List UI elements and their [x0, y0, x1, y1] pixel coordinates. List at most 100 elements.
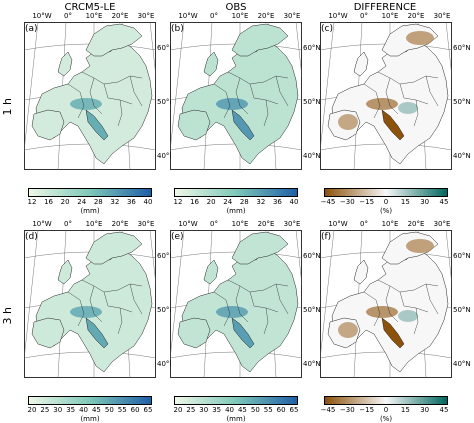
colorbar-tick-label: −45: [320, 406, 336, 414]
meridian-line: [320, 22, 335, 154]
colorbar-tick-label: −15: [359, 198, 375, 206]
colorbar-tick-label: 60: [276, 406, 286, 414]
country-border: [89, 285, 103, 323]
alps-field: [216, 98, 248, 110]
meridian-line: [170, 230, 185, 362]
map-svg: [320, 22, 452, 170]
longitude-label: 20°E: [111, 12, 129, 20]
colorbar-tick-label: 30: [420, 198, 430, 206]
colorbar: [174, 188, 298, 197]
colorbar-tick-label: 32: [110, 198, 120, 206]
colorbar-tick-label: 16: [44, 198, 54, 206]
iberia-land: [31, 109, 65, 141]
longitude-label: 0°: [64, 12, 72, 20]
colorbar-tick-label: 55: [263, 406, 273, 414]
longitude-label: 10°W: [32, 12, 52, 20]
longitude-label: 0°: [360, 220, 368, 228]
country-border: [249, 283, 289, 293]
colorbar-tick-label: 40: [225, 406, 235, 414]
row-label-1h: 1 h: [1, 98, 14, 116]
italy-land: [381, 109, 405, 141]
country-border: [413, 99, 419, 127]
country-border: [275, 75, 289, 107]
country-border: [227, 279, 255, 307]
latitude-label: 60°N: [453, 44, 471, 52]
meridian-line: [170, 22, 185, 154]
latitude-label: 40°N: [303, 360, 321, 368]
britain-land: [353, 51, 369, 77]
colorbar-tick-label: 50: [250, 406, 260, 414]
country-border: [363, 83, 381, 119]
latitude-label: 50°N: [303, 306, 321, 314]
longitude-label: 20°E: [111, 220, 129, 228]
balkan-field: [398, 102, 418, 114]
scandinavia-field: [406, 239, 434, 253]
colorbar-tick-label: 20: [206, 198, 216, 206]
panel-letter: (b): [171, 24, 184, 34]
country-border: [377, 279, 405, 307]
meridian-line: [149, 230, 156, 288]
alps-field: [366, 98, 398, 110]
meridian-line: [320, 230, 335, 362]
latitude-label: 60°N: [303, 44, 321, 52]
alps-field: [70, 98, 102, 110]
column-title-difference: DIFFERENCE: [353, 2, 417, 13]
map-panel-e: (e): [170, 230, 302, 378]
meridian-line: [295, 22, 302, 80]
colorbar-tick-label: 28: [239, 198, 249, 206]
colorbar-tick-label: −45: [320, 198, 336, 206]
country-border: [249, 75, 289, 85]
colorbar-tick-label: 50: [104, 406, 114, 414]
longitude-label: 10°W: [328, 220, 348, 228]
latitude-label: 60°N: [157, 252, 175, 260]
longitude-label: 30°E: [433, 220, 451, 228]
colorbar-unit: (mm): [226, 207, 246, 215]
meridian-line: [445, 22, 452, 80]
latitude-label: 50°N: [157, 98, 175, 106]
country-border: [81, 71, 109, 99]
country-border: [103, 283, 143, 293]
country-border: [89, 77, 103, 115]
britain-land: [353, 259, 369, 285]
meridian-line: [295, 230, 302, 288]
colorbar: [324, 188, 448, 197]
latitude-label: 40°N: [303, 152, 321, 160]
colorbar-tick-label: 30: [420, 406, 430, 414]
country-border: [117, 307, 123, 335]
colorbar-unit: (%): [379, 207, 393, 215]
colorbar-tick-label: −30: [339, 406, 355, 414]
colorbar: [28, 188, 152, 197]
balkan-field: [398, 310, 418, 322]
panel-letter: (d): [25, 232, 38, 242]
latitude-label: 50°N: [453, 306, 471, 314]
colorbar-tick-label: 30: [53, 406, 63, 414]
colorbar-unit: (%): [379, 415, 393, 423]
country-border: [235, 77, 249, 115]
iberia-field: [338, 322, 358, 338]
colorbar-unit: (mm): [80, 207, 100, 215]
country-border: [235, 285, 249, 323]
map-svg: [320, 230, 452, 378]
colorbar-tick-label: 36: [272, 198, 282, 206]
colorbar: [324, 396, 448, 405]
longitude-label: 10°W: [178, 220, 198, 228]
colorbar-tick-label: 60: [130, 406, 140, 414]
longitude-label: 10°E: [85, 12, 103, 20]
panel-letter: (a): [25, 24, 38, 34]
longitude-label: 10°W: [328, 12, 348, 20]
country-border: [129, 75, 143, 107]
britain-land: [203, 51, 219, 77]
colorbar-tick-label: 0: [383, 198, 389, 206]
scandinavia-land: [231, 23, 289, 57]
britain-land: [203, 259, 219, 285]
scandinavia-land: [85, 23, 143, 57]
alps-field: [366, 306, 398, 318]
country-border: [275, 283, 289, 315]
colorbar-tick-label: 36: [126, 198, 136, 206]
country-border: [227, 71, 255, 99]
scandinavia-field: [406, 31, 434, 45]
colorbar-tick-label: 65: [143, 406, 153, 414]
colorbar-tick-label: 20: [173, 406, 183, 414]
country-border: [385, 285, 399, 323]
country-border: [213, 83, 231, 119]
